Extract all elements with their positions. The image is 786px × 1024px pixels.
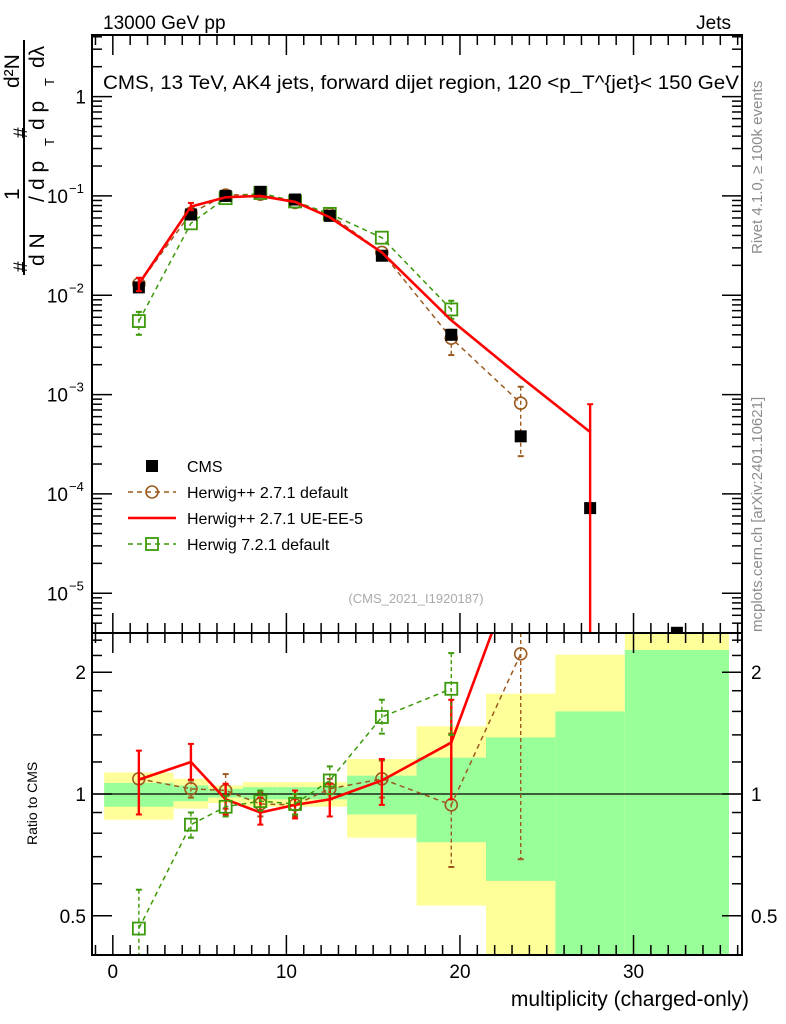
data-point-herwig7 (322, 773, 337, 788)
legend-label-herwigpp_ueee5: Herwig++ 2.7.1 UE-EE-5 (187, 511, 363, 528)
y-tick-label: 1 (75, 88, 86, 109)
ylabel-one: 1 (1, 188, 24, 200)
y-tick-label: 1 (75, 785, 86, 806)
band-stat (624, 649, 729, 955)
y-tick-label-right: 2 (751, 663, 762, 684)
legend-marker-herwig7 (145, 537, 159, 551)
y-tick-exponent: −3 (69, 380, 84, 395)
ylabel-hash-1: # (11, 261, 32, 272)
data-point-cms (254, 185, 267, 198)
y-tick-label-right: 0.5 (751, 907, 777, 928)
ylabel-t1: T (42, 138, 57, 146)
y-tick-label-right: 1 (751, 785, 762, 806)
data-point-herwigpp_default (513, 396, 528, 410)
data-point-herwig7 (374, 710, 389, 724)
ratio-plot: 0.5 0.51 12 20 10 20 30 (60, 632, 777, 983)
ylabel-t2: T (42, 78, 57, 86)
rivet-label: Rivet 4.1.0, ≥ 100k events (749, 81, 766, 254)
y-tick-exponent: −5 (69, 578, 84, 593)
legend-label-cms: CMS (187, 459, 223, 476)
ylabel-dpt-2: d p (26, 101, 49, 130)
band-stat (555, 711, 625, 955)
legend: CMS Herwig++ 2.7.1 default Herwig++ 2.7.1 … (128, 459, 363, 554)
legend-marker-cms (146, 460, 158, 472)
legend-marker-herwigpp_default (145, 485, 159, 499)
ratio-plot-data (131, 633, 528, 955)
x-tick-label: 30 (623, 962, 644, 983)
data-point-cms (445, 328, 458, 341)
mcplots-label: mcplots.cern.ch [arXiv:2401.10621] (749, 397, 766, 632)
data-point-herwig7 (218, 799, 233, 814)
y-tick-exponent: −1 (69, 181, 84, 196)
data-point-herwig7 (131, 921, 146, 936)
y-tick-label: 10 (47, 485, 68, 506)
y-axis-label: # 1 d N / d p T # d²N d p T dλ (1, 40, 57, 275)
main-plot-data (131, 185, 683, 633)
data-point-herwig7 (444, 681, 459, 696)
band-stat (173, 785, 209, 802)
series-line-herwigpp_default (138, 653, 522, 806)
series-line-herwigpp_ueee5 (137, 194, 591, 434)
data-point-herwigpp_default (513, 647, 528, 661)
ylabel-slash: / (26, 196, 49, 202)
y-tick-label: 10 (47, 187, 68, 208)
ylabel-dpt: d p (26, 161, 49, 190)
x-tick-label: 0 (108, 962, 119, 983)
ylabel-d2n: d²N (1, 54, 24, 88)
watermark: (CMS_2021_I1920187) (348, 591, 483, 606)
y-tick-label: 10 (47, 286, 68, 307)
legend-label-herwig7: Herwig 7.2.1 default (187, 537, 330, 554)
y-tick-label: 10 (47, 584, 68, 605)
data-point-herwig7 (288, 797, 302, 811)
y-tick-exponent: −2 (69, 280, 84, 295)
data-point-herwig7 (131, 314, 146, 328)
header-right: Jets (696, 13, 731, 34)
x-tick-label: 20 (449, 962, 470, 983)
data-point-herwigpp_default (184, 782, 198, 796)
data-point-cms (375, 249, 388, 262)
series-line-herwigpp_default (138, 193, 522, 404)
ylabel-hash-2: # (11, 127, 32, 138)
data-point-cms (670, 626, 683, 633)
plot-title: CMS, 13 TeV, AK4 jets, forward dijet reg… (103, 73, 739, 94)
ylabel-dlambda: dλ (26, 45, 49, 68)
x-axis-label: multiplicity (charged-only) (511, 988, 749, 1011)
ylabel-dn: d N (26, 233, 49, 266)
y-tick-label: 10 (47, 386, 68, 407)
header-left: 13000 GeV pp (103, 13, 226, 34)
y-tick-exponent: −4 (69, 479, 84, 494)
ratio-plot-frame (91, 632, 743, 956)
x-tick-label: 10 (276, 962, 297, 983)
y-tick-label: 2 (75, 663, 86, 684)
data-point-herwig7 (374, 230, 389, 245)
y-tick-label: 0.5 (60, 907, 86, 928)
ylabel-fraction-bar (23, 40, 25, 275)
ratio-y-label: Ratio to CMS (24, 762, 40, 845)
legend-label-herwigpp_default: Herwig++ 2.7.1 default (187, 485, 349, 502)
series-line-herwig7 (138, 688, 452, 929)
data-point-herwig7 (253, 794, 268, 809)
data-point-herwig7 (184, 817, 198, 832)
main-plot: 110−110−210−310−410−5 (47, 34, 743, 634)
data-point-herwig7 (444, 302, 459, 317)
data-point-cms (514, 430, 527, 443)
series-line-herwigpp_ueee5 (138, 633, 494, 814)
